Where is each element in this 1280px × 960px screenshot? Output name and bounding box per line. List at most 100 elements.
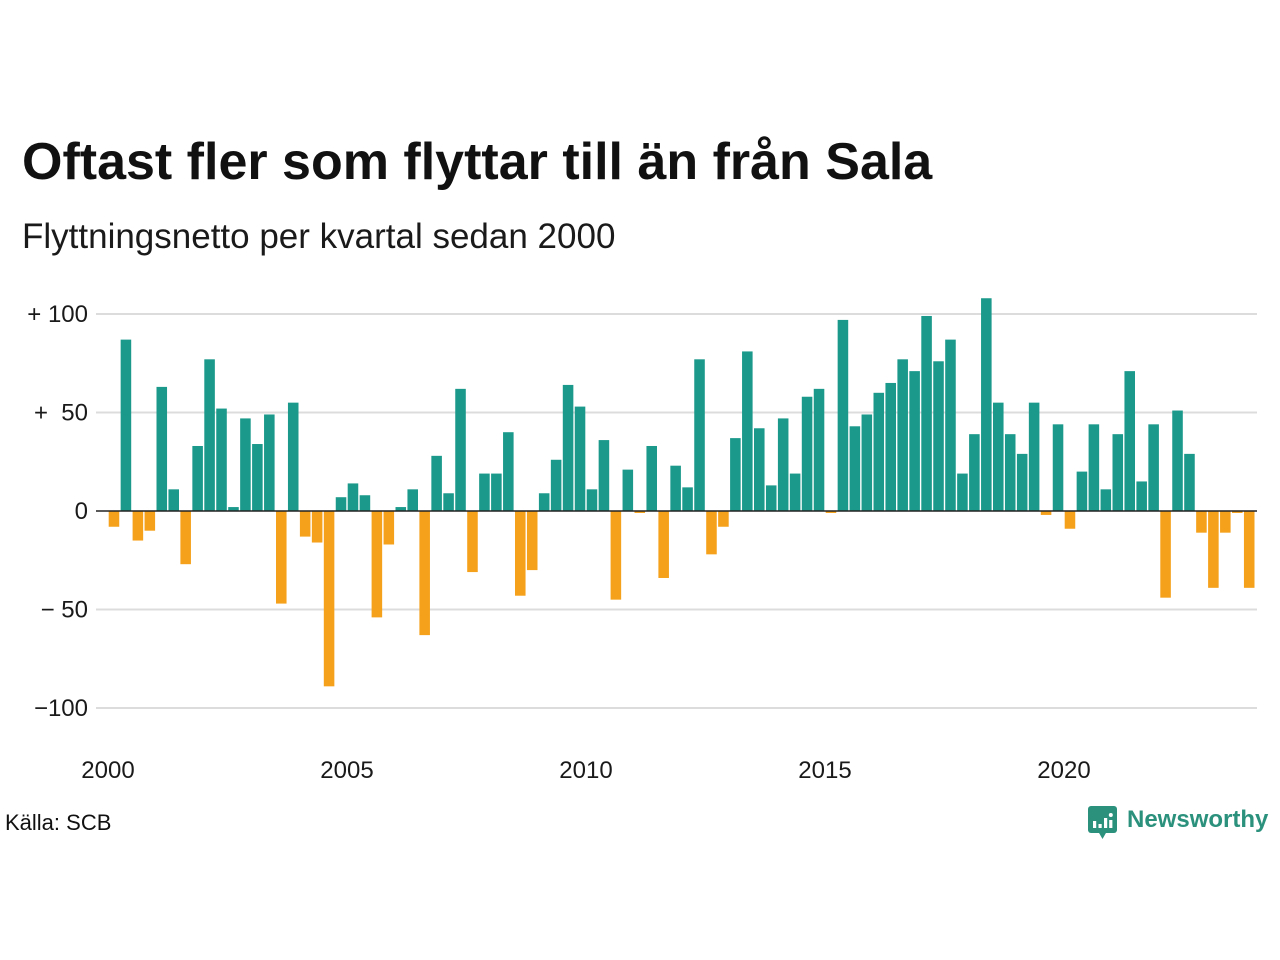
bar-2016-04-01 — [885, 382, 896, 511]
bar-2012-01-01 — [682, 487, 693, 511]
bar-2018-01-01 — [969, 434, 980, 511]
bar-2009-01-01 — [538, 493, 550, 511]
bar-2004-04-01 — [311, 511, 323, 543]
bar-2012-04-01 — [694, 359, 705, 511]
bar-2021-07-01 — [1136, 481, 1147, 511]
bar-2003-04-01 — [264, 414, 275, 511]
bar-2014-01-01 — [777, 418, 789, 511]
bar-2015-04-01 — [837, 319, 849, 511]
bar-2011-10-01 — [670, 465, 681, 511]
bar-2017-10-01 — [957, 473, 968, 511]
bar-2016-07-01 — [897, 359, 908, 511]
bar-2023-01-01 — [1208, 511, 1219, 588]
y-tick-label: + 100 — [27, 301, 88, 328]
bar-2005-01-01 — [347, 483, 359, 511]
bar-2013-04-01 — [742, 351, 753, 511]
bar-2008-01-01 — [491, 473, 502, 511]
bar-2006-01-01 — [395, 507, 407, 511]
bar-2017-01-01 — [921, 315, 932, 511]
bar-2014-07-01 — [801, 396, 813, 511]
y-axis: + 100 + 50 0 − 50 −100 — [27, 301, 88, 722]
bar-2020-07-01 — [1088, 424, 1100, 511]
bar-2005-10-01 — [383, 511, 395, 545]
bar-2022-10-01 — [1196, 511, 1207, 533]
x-tick-label: 2015 — [798, 757, 851, 784]
bar-2006-10-01 — [431, 455, 442, 511]
bar-2007-01-01 — [443, 493, 454, 511]
bar-2020-04-01 — [1076, 471, 1088, 511]
chart-title: Oftast fler som flyttar till än från Sal… — [22, 133, 933, 191]
bar-2003-07-01 — [276, 511, 287, 604]
bar-2011-04-01 — [646, 445, 657, 511]
bar-2001-07-01 — [180, 511, 191, 565]
bar-2023-07-01 — [1232, 511, 1243, 513]
y-tick-label: − 50 — [41, 597, 88, 624]
x-tick-label: 2005 — [320, 757, 373, 784]
bar-2013-07-01 — [754, 428, 765, 511]
bar-2009-10-01 — [574, 406, 586, 511]
y-tick-label: −100 — [34, 695, 88, 722]
bar-2009-04-01 — [550, 459, 562, 511]
bar-2014-04-01 — [789, 473, 801, 511]
bar-2018-10-01 — [1004, 434, 1016, 511]
logo-icon-bar — [1093, 821, 1097, 828]
x-tick-label: 2000 — [81, 757, 134, 784]
bar-2000-10-01 — [144, 511, 156, 531]
bar-2004-07-01 — [323, 511, 335, 687]
bar-2007-04-01 — [455, 388, 466, 511]
bar-2008-07-01 — [515, 511, 526, 596]
bar-2023-10-01 — [1243, 511, 1255, 588]
bar-2020-01-01 — [1064, 511, 1076, 529]
chart-subtitle: Flyttningsnetto per kvartal sedan 2000 — [22, 217, 616, 256]
bar-2022-07-01 — [1184, 453, 1195, 511]
bar-2021-10-01 — [1148, 424, 1159, 511]
newsworthy-logo: Newsworthy — [1088, 806, 1270, 840]
bar-2018-04-01 — [981, 298, 992, 511]
bar-2002-07-01 — [228, 507, 239, 511]
bar-2019-10-01 — [1052, 424, 1064, 511]
bar-2013-01-01 — [730, 438, 741, 511]
bar-2010-07-01 — [610, 511, 622, 600]
bar-2001-04-01 — [168, 489, 179, 511]
bars — [108, 298, 1255, 687]
bar-2011-07-01 — [658, 511, 669, 578]
logo-icon-bar — [1098, 824, 1102, 828]
source-note: Källa: SCB — [5, 810, 112, 835]
logo-icon-bar — [1109, 820, 1113, 828]
bar-2002-04-01 — [216, 408, 227, 511]
logo-icon-bar — [1104, 818, 1108, 828]
bar-2006-07-01 — [419, 511, 430, 636]
bar-2019-07-01 — [1040, 511, 1052, 515]
bar-2003-01-01 — [252, 444, 263, 511]
bar-2008-04-01 — [503, 432, 514, 511]
bar-2006-04-01 — [407, 489, 418, 511]
bar-2001-10-01 — [192, 445, 203, 511]
bar-2009-07-01 — [562, 384, 574, 511]
logo-icon-square — [1088, 806, 1117, 833]
x-tick-label: 2010 — [559, 757, 612, 784]
bar-2002-10-01 — [240, 418, 251, 511]
bar-2014-10-01 — [813, 388, 825, 511]
bar-2010-01-01 — [586, 489, 598, 511]
bar-2023-04-01 — [1220, 511, 1231, 533]
bar-2019-01-01 — [1016, 453, 1028, 511]
bar-2008-10-01 — [526, 511, 538, 571]
bar-2015-01-01 — [825, 511, 837, 513]
bar-2003-10-01 — [287, 402, 299, 511]
bar-2013-10-01 — [765, 485, 777, 511]
bar-2011-01-01 — [634, 511, 646, 513]
x-axis: 2000 2005 2010 2015 2020 — [81, 757, 1090, 784]
brand-name: Newsworthy — [1127, 806, 1269, 833]
bar-2021-04-01 — [1124, 371, 1135, 511]
y-tick-label: + 50 — [34, 400, 88, 427]
bar-2001-01-01 — [156, 386, 168, 511]
bar-2005-04-01 — [359, 495, 371, 511]
bar-2018-07-01 — [993, 402, 1004, 511]
y-tick-label: 0 — [75, 498, 88, 525]
bar-2016-01-01 — [873, 392, 885, 511]
bar-2017-07-01 — [945, 339, 956, 511]
bar-2000-07-01 — [132, 511, 144, 541]
bar-2007-07-01 — [467, 511, 478, 573]
